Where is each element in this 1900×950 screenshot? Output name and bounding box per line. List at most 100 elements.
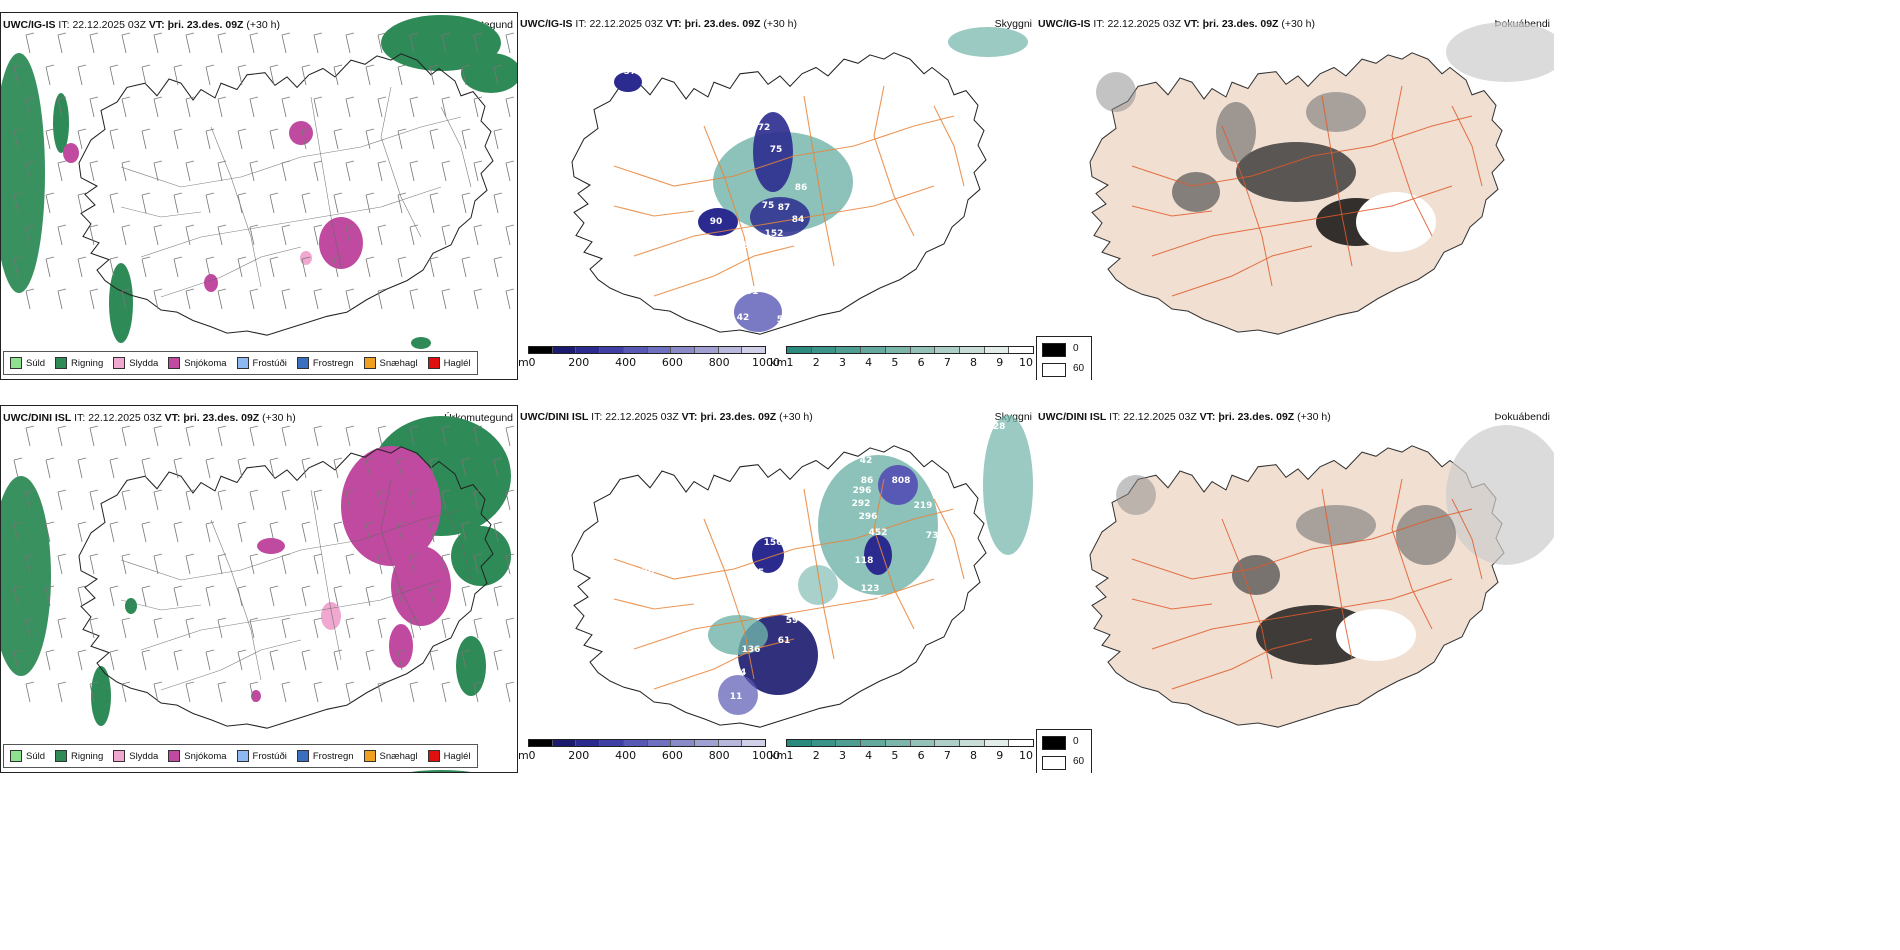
wind-barb <box>45 256 55 278</box>
wind-barb <box>25 489 35 511</box>
legend-label: Snæhagl <box>379 750 418 762</box>
wind-barb <box>57 288 67 310</box>
visibility-tick: 8 <box>970 749 978 762</box>
precip-legend: Súld Rigning Slydda Snjókoma Frostúði Frostre… <box>3 351 478 375</box>
wind-barb <box>409 160 419 182</box>
legend-item: Snæhagl <box>363 357 418 369</box>
wind-barb <box>249 288 259 310</box>
road-line <box>1171 245 1313 297</box>
wind-barb <box>377 160 387 182</box>
wind-barb <box>377 288 387 310</box>
road-line <box>703 518 755 680</box>
wind-barb <box>249 425 259 447</box>
legend-item: Frostúði <box>236 357 287 369</box>
model-name: UWC/DINI ISL <box>1038 411 1107 423</box>
fog-legend: 0 60 <box>1036 336 1092 380</box>
road-line <box>210 519 262 681</box>
fog-indicator-map[interactable]: UWC/DINI ISL IT: 22.12.2025 03Z VT: þri.… <box>1036 405 1554 773</box>
vt-value: þri. 23.des. 09Z <box>684 18 761 30</box>
wind-barb <box>397 256 407 278</box>
panel-title: Skyggni <box>994 18 1032 30</box>
wind-barb <box>153 489 163 511</box>
ceiling-value: 99 <box>872 609 885 619</box>
wind-barb <box>185 224 195 246</box>
wind-barb <box>281 681 291 703</box>
visibility-tick: 10 <box>1019 749 1033 762</box>
it-label: IT: <box>58 19 70 31</box>
wind-barb <box>333 457 343 479</box>
road-line <box>310 489 342 661</box>
wind-barb <box>185 425 195 447</box>
wind-barb <box>121 96 131 118</box>
ceiling-value: 68 <box>562 108 575 118</box>
wind-barb <box>313 489 323 511</box>
ceiling-value: 73 <box>926 531 939 541</box>
wind-barb <box>89 489 99 511</box>
wind-barb <box>173 457 183 479</box>
ceiling-value: 296 <box>859 512 878 522</box>
wind-barb <box>173 256 183 278</box>
ceiling-value: 87 <box>779 596 792 606</box>
wind-barb <box>365 64 375 86</box>
wind-barb <box>397 128 407 150</box>
legend-swatch <box>168 357 181 369</box>
wind-barb <box>13 128 23 150</box>
wind-barb <box>345 32 355 54</box>
wind-barb <box>493 64 503 86</box>
wind-barb <box>141 64 151 86</box>
wind-barb <box>121 224 131 246</box>
wind-barb <box>217 96 227 118</box>
cloud-ceiling-map[interactable]: UWC/IG-IS IT: 22.12.2025 03Z VT: þri. 23… <box>518 12 1036 380</box>
fog-legend-light: 60 <box>1073 363 1085 374</box>
wind-barb <box>493 128 503 150</box>
wind-barb <box>237 521 247 543</box>
visibility-tick: 8 <box>970 356 978 369</box>
wind-barb <box>121 425 131 447</box>
wind-barb <box>89 224 99 246</box>
fog-indicator-map[interactable]: UWC/IG-IS IT: 22.12.2025 03Z VT: þri. 23… <box>1036 12 1554 380</box>
visibility-tick: 6 <box>917 356 925 369</box>
wind-barb <box>313 617 323 639</box>
wind-barb <box>153 160 163 182</box>
wind-barb <box>473 96 483 118</box>
panel-header: UWC/DINI ISL IT: 22.12.2025 03Z VT: þri.… <box>1038 411 1331 423</box>
road-line <box>653 638 795 690</box>
lead-time: (+30 h) <box>779 411 813 423</box>
wind-barb <box>409 32 419 54</box>
wind-barb <box>429 256 439 278</box>
wind-barb <box>409 96 419 118</box>
ceiling-unit: m <box>518 356 529 369</box>
legend-swatch <box>113 357 126 369</box>
panel-header: UWC/IG-IS IT: 22.12.2025 03Z VT: þri. 23… <box>3 19 280 31</box>
wind-barb <box>25 617 35 639</box>
wind-barb <box>397 64 407 86</box>
wind-barb <box>345 160 355 182</box>
wind-barb <box>153 288 163 310</box>
fog-legend-light: 60 <box>1073 756 1085 767</box>
wind-barb <box>77 457 87 479</box>
road-line <box>1321 95 1353 267</box>
wind-barb <box>301 649 311 671</box>
legend-item: Rigning <box>55 357 103 369</box>
ceiling-unit: m <box>518 749 529 762</box>
wind-barb <box>217 160 227 182</box>
road-line <box>1131 508 1473 580</box>
it-value: 22.12.2025 03Z <box>1107 18 1181 30</box>
wind-barb <box>377 96 387 118</box>
road-line <box>120 509 462 581</box>
wind-barb <box>205 585 215 607</box>
it-value: 22.12.2025 03Z <box>88 412 162 424</box>
precip-type-map[interactable]: UWC/DINI ISL IT: 22.12.2025 03Z VT: þri.… <box>0 405 518 773</box>
wind-barb <box>377 489 387 511</box>
vt-label: VT: <box>1199 411 1216 423</box>
wind-barb <box>441 489 451 511</box>
precip-type-map[interactable]: UWC/IG-IS IT: 22.12.2025 03Z VT: þri. 23… <box>0 12 518 380</box>
wind-barb <box>13 585 23 607</box>
legend-item: Frostregn <box>296 750 354 762</box>
cloud-ceiling-map[interactable]: UWC/DINI ISL IT: 22.12.2025 03Z VT: þri.… <box>518 405 1036 773</box>
wind-barb <box>441 224 451 246</box>
legend-item: Snjókoma <box>168 357 227 369</box>
wind-barb <box>141 256 151 278</box>
ceiling-tick: 400 <box>615 749 637 762</box>
wind-barb <box>429 521 439 543</box>
